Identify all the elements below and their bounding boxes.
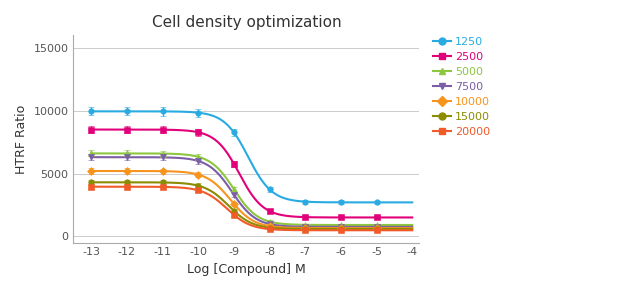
Title: Cell density optimization: Cell density optimization [152,15,341,30]
X-axis label: Log [Compound] M: Log [Compound] M [187,263,306,276]
Y-axis label: HTRF Ratio: HTRF Ratio [15,104,28,174]
Legend: 1250, 2500, 5000, 7500, 10000, 15000, 20000: 1250, 2500, 5000, 7500, 10000, 15000, 20… [428,33,495,141]
